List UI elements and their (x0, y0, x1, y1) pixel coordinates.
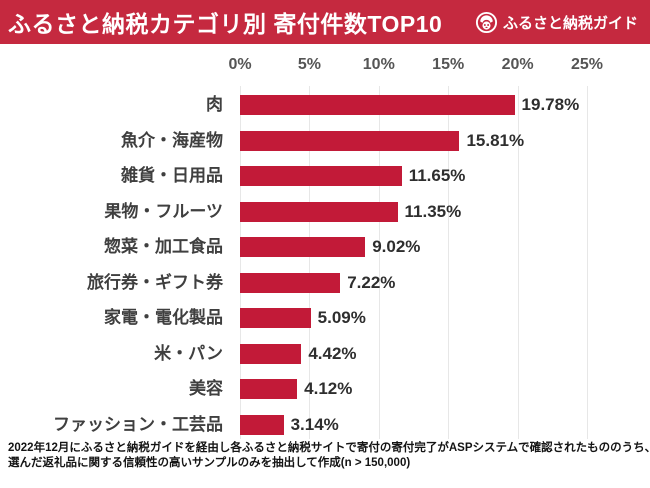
gridline (448, 86, 450, 439)
gridline (587, 86, 588, 439)
value-label: 4.12% (304, 379, 353, 398)
bar-row: 雑貨・日用品 11.65% (0, 165, 650, 187)
header: ふるさと納税カテゴリ別 寄付件数TOP10 ふるさと納税ガイド (0, 0, 650, 44)
bar (240, 237, 366, 257)
value-label: 5.09% (317, 308, 366, 327)
bar (240, 95, 515, 115)
x-axis-tick: 10% (362, 56, 395, 73)
bar-row: 米・パン 4.42% (0, 343, 650, 365)
bar-row: 家電・電化製品 5.09% (0, 307, 650, 329)
guide-mascot-icon (475, 11, 498, 33)
page-title: ふるさと納税カテゴリ別 寄付件数TOP10 (8, 11, 443, 37)
gridline (378, 86, 380, 439)
bar (240, 130, 460, 151)
value-label: 15.81% (466, 130, 525, 150)
gridline (240, 86, 241, 439)
gridline (517, 86, 519, 439)
bar-row: 旅行券・ギフト券 7.22% (0, 272, 650, 294)
value-label: 7.22% (347, 272, 396, 292)
bar (240, 414, 284, 435)
bar-row: 惣菜・加工食品 9.02% (0, 236, 650, 258)
bar (240, 308, 311, 328)
category-label: 家電・電化製品 (104, 308, 223, 327)
bar (240, 343, 302, 364)
category-label: 肉 (206, 95, 223, 114)
x-axis-tick: 0% (228, 56, 252, 73)
category-label: ファッション・工芸品 (53, 414, 223, 434)
x-axis-tick: 25% (570, 56, 604, 73)
value-label: 19.78% (521, 95, 580, 114)
value-label: 4.42% (308, 343, 357, 363)
category-label: 旅行券・ギフト券 (87, 272, 223, 292)
x-axis-tick: 20% (501, 56, 534, 73)
value-label: 9.02% (372, 237, 421, 256)
value-label: 11.35% (404, 201, 462, 221)
category-label: 雑貨・日用品 (121, 166, 223, 185)
bar-row: 美容 4.12% (0, 378, 650, 400)
bar (240, 379, 298, 399)
brand-logo: ふるさと納税ガイド (475, 11, 638, 34)
brand-name: ふるさと納税ガイド (502, 14, 638, 32)
category-label: 魚介・海産物 (121, 130, 223, 150)
value-label: 3.14% (290, 414, 339, 434)
footnote-line-1: 2022年12月にふるさと納税ガイドを経由し各ふるさと納税サイトで寄付の寄付完了… (8, 442, 650, 454)
gridline (309, 86, 311, 439)
footnote: 2022年12月にふるさと納税ガイドを経由し各ふるさと納税サイトで寄付の寄付完了… (8, 441, 650, 472)
category-label: 惣菜・加工食品 (104, 237, 223, 256)
bar-row: 果物・フルーツ 11.35% (0, 201, 650, 223)
value-label: 11.65% (408, 166, 466, 185)
bar (240, 272, 341, 293)
bar (240, 166, 402, 186)
category-label: 美容 (189, 379, 223, 398)
footnote-line-2: 選んだ返礼品に関する信頼性の高いサンプルのみを抽出して作成(n > 150,00… (8, 457, 411, 470)
category-label: 果物・フルーツ (104, 201, 223, 221)
bar-row: ファッション・工芸品 3.14% (0, 414, 650, 436)
category-label: 米・パン (154, 343, 223, 363)
bar (240, 201, 398, 222)
x-axis-tick: 5% (297, 56, 321, 73)
bar-row: 肉 19.78% (0, 94, 650, 116)
bar-row: 魚介・海産物 15.81% (0, 130, 650, 152)
x-axis-tick: 15% (432, 56, 465, 73)
